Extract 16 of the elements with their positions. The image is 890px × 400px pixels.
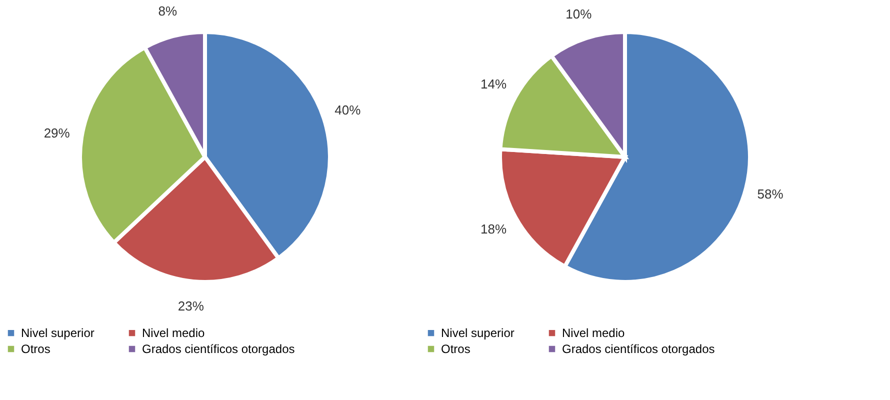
legend-label: Grados científicos otorgados	[142, 342, 295, 356]
legend-label: Nivel superior	[21, 326, 94, 340]
legend-label: Nivel medio	[142, 326, 206, 340]
data-label: 8%	[158, 4, 178, 19]
legend-label: Nivel medio	[562, 326, 626, 340]
data-label: 58%	[757, 186, 784, 202]
legend-label: Grados científicos otorgados	[562, 342, 715, 356]
data-label: 40%	[334, 102, 362, 118]
legend-label: Otros	[21, 342, 50, 356]
data-label: 14%	[480, 76, 507, 92]
legend-label: Otros	[441, 342, 470, 356]
legend-label: Nivel superior	[441, 326, 514, 340]
data-label: 10%	[566, 6, 592, 22]
data-label: 23%	[178, 298, 204, 314]
data-label: 29%	[44, 126, 70, 141]
data-label: 18%	[480, 221, 507, 236]
